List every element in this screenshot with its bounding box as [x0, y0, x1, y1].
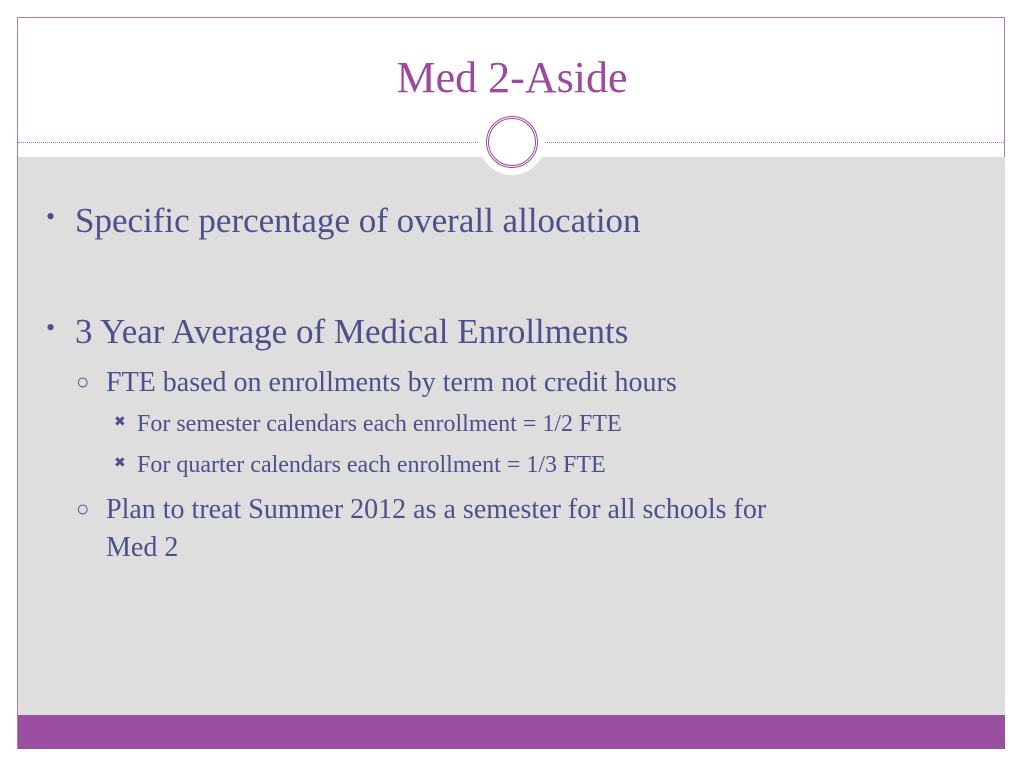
footer-bar: [18, 715, 1005, 749]
bullet-2: 3 Year Average of Medical Enrollments: [75, 312, 629, 351]
slide-title: Med 2-Aside: [396, 53, 628, 102]
bullet-2-2: Plan to treat Summer 2012 as a semester …: [106, 494, 767, 525]
bullet-2-1-1: For semester calendars each enrollment =…: [137, 411, 622, 437]
bullet-2-1-2: For quarter calendars each enrollment = …: [137, 452, 606, 478]
circle-ornament-icon: [486, 116, 538, 168]
bullet-1: Specific percentage of overall allocatio…: [75, 201, 641, 240]
bullet-circle-icon: ○: [76, 496, 90, 521]
bullet-2-1: FTE based on enrollments by term not cre…: [106, 367, 677, 398]
content-area: [18, 157, 1005, 715]
bullet-dot-icon: •: [46, 313, 56, 342]
bullet-2-2-continued: Med 2: [106, 532, 179, 563]
bullet-star-icon: ✖: [114, 415, 126, 430]
bullet-circle-icon: ○: [76, 369, 90, 394]
bullet-dot-icon: •: [46, 202, 56, 231]
bullet-star-icon: ✖: [114, 456, 126, 471]
